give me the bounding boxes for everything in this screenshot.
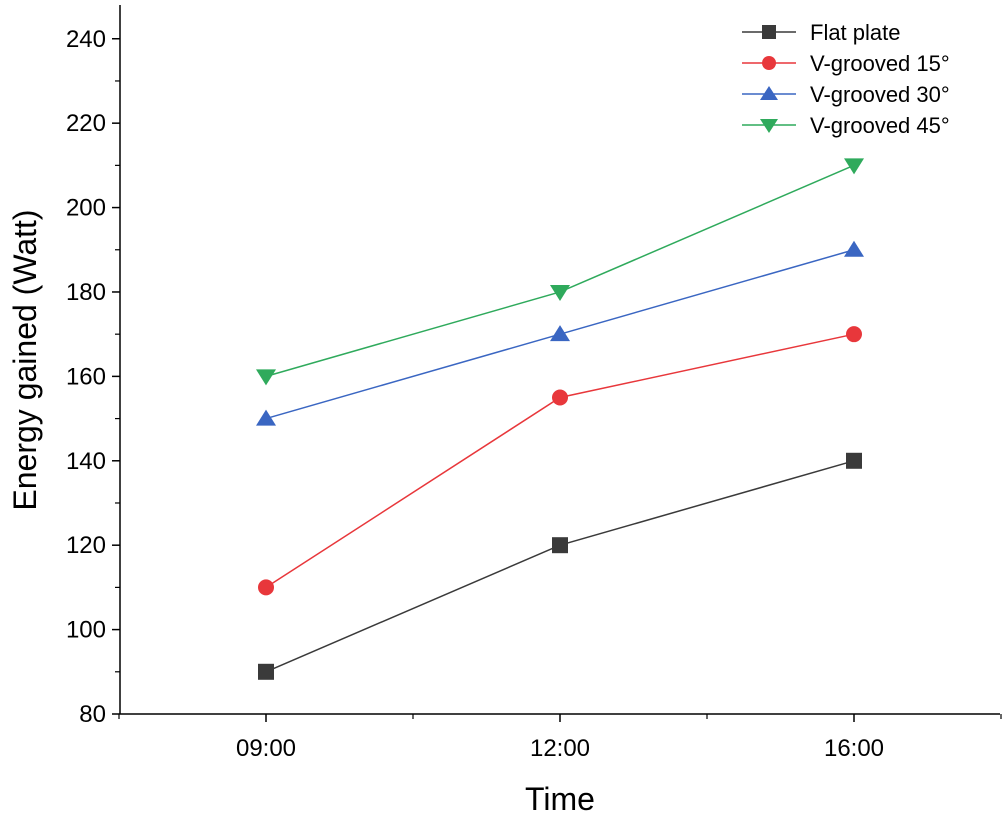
chart-legend: Flat plate V-grooved 15° V-grooved 30° V-gr… <box>742 20 950 138</box>
data-point <box>550 284 570 301</box>
data-point <box>552 389 568 406</box>
data-point <box>846 452 862 469</box>
legend-item: V-grooved 15° <box>742 51 950 76</box>
data-point <box>550 325 570 342</box>
legend-marker <box>762 25 776 39</box>
data-point <box>844 158 864 175</box>
y-tick-label: 240 <box>66 26 106 53</box>
legend-label: V-grooved 30° <box>810 82 950 107</box>
data-point <box>258 579 274 596</box>
legend-label: V-grooved 15° <box>810 51 950 76</box>
y-tick-label: 80 <box>79 701 106 728</box>
data-point <box>258 663 274 680</box>
y-tick-label: 220 <box>66 110 106 137</box>
x-tick-label: 09:00 <box>236 735 296 762</box>
legend-label: Flat plate <box>810 20 901 45</box>
series-v-grooved-30- <box>256 240 864 426</box>
series-v-grooved-15- <box>258 326 862 596</box>
legend-item: Flat plate <box>742 20 901 45</box>
series-line <box>265 164 855 378</box>
y-tick-label: 200 <box>66 195 106 222</box>
x-tick-label: 12:00 <box>530 735 590 762</box>
data-point <box>844 240 864 257</box>
legend-marker <box>762 56 776 70</box>
x-axis-title: Time <box>525 781 595 817</box>
y-tick-label: 180 <box>66 279 106 306</box>
series-v-grooved-45- <box>256 158 864 386</box>
y-axis-ticks: 80 100 120 140 160 180 200 220 240 <box>66 26 120 728</box>
y-axis-title: Energy gained (Watt) <box>7 209 43 510</box>
x-tick-label: 16:00 <box>824 735 884 762</box>
data-point <box>552 537 568 554</box>
legend-marker <box>760 86 778 100</box>
chart-axes <box>119 5 1000 715</box>
data-point <box>256 369 276 386</box>
data-point <box>846 326 862 343</box>
series-flat-plate <box>258 452 862 680</box>
y-tick-label: 160 <box>66 363 106 390</box>
x-axis-ticks: 09:00 12:00 16:00 <box>118 714 1002 762</box>
y-tick-label: 140 <box>66 448 106 475</box>
chart-series <box>256 158 864 680</box>
legend-label: V-grooved 45° <box>810 113 950 138</box>
series-line <box>265 460 855 673</box>
y-tick-label: 100 <box>66 617 106 644</box>
legend-item: V-grooved 30° <box>742 82 950 107</box>
legend-item: V-grooved 45° <box>742 113 950 138</box>
data-point <box>256 409 276 426</box>
legend-marker <box>760 119 778 133</box>
y-tick-label: 120 <box>66 532 106 559</box>
